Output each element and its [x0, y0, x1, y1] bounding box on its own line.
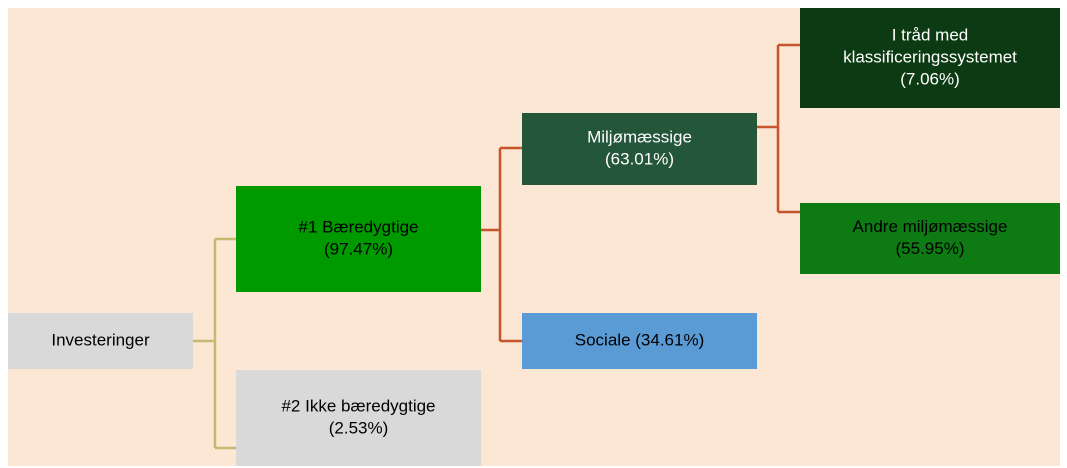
- node-box: [800, 8, 1060, 108]
- node-box: [8, 313, 193, 369]
- nodes: Investeringer #1 Bæredygtige (97.47%) #2 Ik…: [8, 8, 1060, 466]
- node-label: Miljømæssige: [587, 127, 692, 146]
- node-label: (2.53%): [329, 418, 389, 437]
- node-box: [236, 370, 481, 466]
- node-label: klassificeringssystemet: [843, 47, 1017, 66]
- node-box: [522, 113, 757, 185]
- node-label: I tråd med: [892, 25, 969, 44]
- node-label: (63.01%): [605, 149, 674, 168]
- connector: [481, 146, 522, 343]
- node-label: #1 Bæredygtige: [298, 217, 418, 236]
- node-label: Investeringer: [51, 330, 150, 349]
- connector: [193, 237, 236, 450]
- node-box: [236, 186, 481, 292]
- node-label: (7.06%): [900, 69, 960, 88]
- connector: [757, 43, 800, 214]
- node-box: [522, 313, 757, 369]
- node-box: [800, 203, 1060, 274]
- node-label: Andre miljømæssige: [853, 217, 1008, 236]
- node-label: (97.47%): [324, 239, 393, 258]
- node-label: Sociale (34.61%): [575, 330, 704, 349]
- node-label: (55.95%): [896, 239, 965, 258]
- node-label: #2 Ikke bæredygtige: [281, 396, 435, 415]
